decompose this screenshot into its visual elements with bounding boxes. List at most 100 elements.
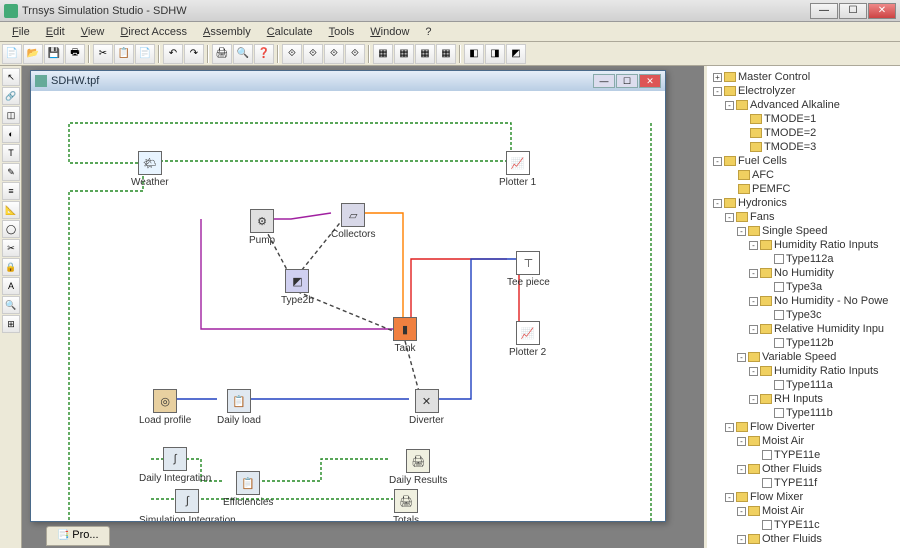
component-pump[interactable]: ⚙Pump <box>249 209 275 246</box>
tree-item-type3c[interactable]: Type3c <box>709 308 898 322</box>
toolbar-button-26[interactable]: ◧ <box>464 44 484 64</box>
toolbar-button-9[interactable]: ↶ <box>163 44 183 64</box>
tree-expander[interactable]: - <box>737 535 746 544</box>
tree-expander[interactable]: - <box>749 297 758 306</box>
tree-item-moist-air[interactable]: -Moist Air <box>709 504 898 518</box>
toolbar-button-3[interactable]: 🖶 <box>65 44 85 64</box>
component-weather[interactable]: 🌤Weather <box>131 151 169 188</box>
doc-close-button[interactable]: ✕ <box>639 74 661 88</box>
tree-item-relative-humidity-inpu[interactable]: -Relative Humidity Inpu <box>709 322 898 336</box>
component-loadprofile[interactable]: ◎Load profile <box>139 389 191 426</box>
menu-view[interactable]: View <box>73 24 113 40</box>
menu-window[interactable]: Window <box>362 24 417 40</box>
toolbar-button-13[interactable]: 🔍 <box>233 44 253 64</box>
tree-item-type3a[interactable]: Type3a <box>709 280 898 294</box>
toolbar-button-19[interactable]: ⟐ <box>345 44 365 64</box>
toolbar-button-6[interactable]: 📋 <box>114 44 134 64</box>
tree-item-type11f[interactable]: TYPE11f <box>709 476 898 490</box>
component-library-panel[interactable]: +Master Control-Electrolyzer-Advanced Al… <box>704 66 900 548</box>
mdi-area[interactable]: SDHW.tpf — ☐ ✕ 🌤Weather 📈Plotter 1 ⚙Pump ▱C… <box>22 66 704 548</box>
tree-item-moist-air[interactable]: -Moist Air <box>709 434 898 448</box>
tree-expander[interactable]: - <box>737 227 746 236</box>
component-totals[interactable]: 🖨Totals <box>393 489 419 521</box>
left-tool-0[interactable]: ↖ <box>2 68 20 86</box>
toolbar-button-22[interactable]: ▦ <box>394 44 414 64</box>
tree-expander[interactable]: - <box>749 325 758 334</box>
toolbar-button-17[interactable]: ⟐ <box>303 44 323 64</box>
component-dailyint[interactable]: ∫Daily Integration <box>139 447 211 484</box>
minimize-button[interactable]: — <box>810 3 838 19</box>
toolbar-button-5[interactable]: ✂ <box>93 44 113 64</box>
left-tool-12[interactable]: 🔍 <box>2 296 20 314</box>
left-tool-5[interactable]: ✎ <box>2 163 20 181</box>
toolbar-button-21[interactable]: ▦ <box>373 44 393 64</box>
component-diverter[interactable]: ✕Diverter <box>409 389 444 426</box>
document-titlebar[interactable]: SDHW.tpf — ☐ ✕ <box>31 71 665 91</box>
component-dailyresults[interactable]: 🖨Daily Results <box>389 449 447 486</box>
tree-expander[interactable]: - <box>713 199 722 208</box>
project-tab[interactable]: 📑 Pro... <box>46 526 110 546</box>
component-collectors[interactable]: ▱Collectors <box>331 203 375 240</box>
close-button[interactable]: ✕ <box>868 3 896 19</box>
tree-item-variable-speed[interactable]: -Variable Speed <box>709 350 898 364</box>
left-tool-8[interactable]: ◯ <box>2 220 20 238</box>
tree-expander[interactable]: - <box>749 395 758 404</box>
toolbar-button-24[interactable]: ▦ <box>436 44 456 64</box>
tree-item-other-fluids[interactable]: -Other Fluids <box>709 462 898 476</box>
toolbar-button-16[interactable]: ⟐ <box>282 44 302 64</box>
tree-item-tmode-1[interactable]: TMODE=1 <box>709 112 898 126</box>
tree-expander[interactable]: - <box>737 507 746 516</box>
tree-item-fans[interactable]: -Fans <box>709 210 898 224</box>
tree-expander[interactable]: - <box>725 101 734 110</box>
tree-item-hydronics[interactable]: -Hydronics <box>709 196 898 210</box>
tree-item-flow-mixer[interactable]: -Flow Mixer <box>709 490 898 504</box>
toolbar-button-28[interactable]: ◩ <box>506 44 526 64</box>
toolbar-button-12[interactable]: 🖨 <box>212 44 232 64</box>
toolbar-button-27[interactable]: ◨ <box>485 44 505 64</box>
tree-item-advanced-alkaline[interactable]: -Advanced Alkaline <box>709 98 898 112</box>
tree-expander[interactable]: - <box>725 493 734 502</box>
left-tool-9[interactable]: ✂ <box>2 239 20 257</box>
menu-tools[interactable]: Tools <box>321 24 363 40</box>
tree-expander[interactable]: + <box>713 73 722 82</box>
tree-item-other-fluids[interactable]: -Other Fluids <box>709 532 898 546</box>
left-tool-7[interactable]: 📐 <box>2 201 20 219</box>
menu-file[interactable]: File <box>4 24 38 40</box>
component-tank[interactable]: ▮Tank <box>393 317 417 354</box>
doc-minimize-button[interactable]: — <box>593 74 615 88</box>
menu-assembly[interactable]: Assembly <box>195 24 259 40</box>
component-type2b[interactable]: ◩Type2b <box>281 269 314 306</box>
menu-edit[interactable]: Edit <box>38 24 73 40</box>
doc-maximize-button[interactable]: ☐ <box>616 74 638 88</box>
tree-item-rh-inputs[interactable]: -RH Inputs <box>709 392 898 406</box>
component-dailyload[interactable]: 📋Daily load <box>217 389 261 426</box>
tree-item-type112a[interactable]: Type112a <box>709 252 898 266</box>
left-tool-2[interactable]: ◫ <box>2 106 20 124</box>
tree-item-type111a[interactable]: Type111a <box>709 378 898 392</box>
component-plotter1[interactable]: 📈Plotter 1 <box>499 151 536 188</box>
tree-item-flow-diverter[interactable]: -Flow Diverter <box>709 420 898 434</box>
toolbar-button-23[interactable]: ▦ <box>415 44 435 64</box>
left-tool-10[interactable]: 🔒 <box>2 258 20 276</box>
tree-item-type11e[interactable]: TYPE11e <box>709 448 898 462</box>
tree-item-humidity-ratio-inputs[interactable]: -Humidity Ratio Inputs <box>709 238 898 252</box>
tree-item-tmode-2[interactable]: TMODE=2 <box>709 126 898 140</box>
tree-expander[interactable]: - <box>749 269 758 278</box>
tree-item-no-humidity-no-powe[interactable]: -No Humidity - No Powe <box>709 294 898 308</box>
tree-expander[interactable]: - <box>725 213 734 222</box>
toolbar-button-1[interactable]: 📂 <box>23 44 43 64</box>
tree-expander[interactable]: - <box>749 367 758 376</box>
tree-expander[interactable]: - <box>737 353 746 362</box>
left-tool-4[interactable]: T <box>2 144 20 162</box>
tree-expander[interactable]: - <box>725 423 734 432</box>
left-tool-11[interactable]: A <box>2 277 20 295</box>
tree-item-afc[interactable]: AFC <box>709 168 898 182</box>
toolbar-button-18[interactable]: ⟐ <box>324 44 344 64</box>
left-tool-13[interactable]: ⊞ <box>2 315 20 333</box>
toolbar-button-2[interactable]: 💾 <box>44 44 64 64</box>
toolbar-button-14[interactable]: ❓ <box>254 44 274 64</box>
tree-item-humidity-ratio-inputs[interactable]: -Humidity Ratio Inputs <box>709 364 898 378</box>
tree-item-type11c[interactable]: TYPE11c <box>709 518 898 532</box>
tree-item-single-speed[interactable]: -Single Speed <box>709 224 898 238</box>
left-tool-3[interactable]: ◐ <box>2 125 20 143</box>
